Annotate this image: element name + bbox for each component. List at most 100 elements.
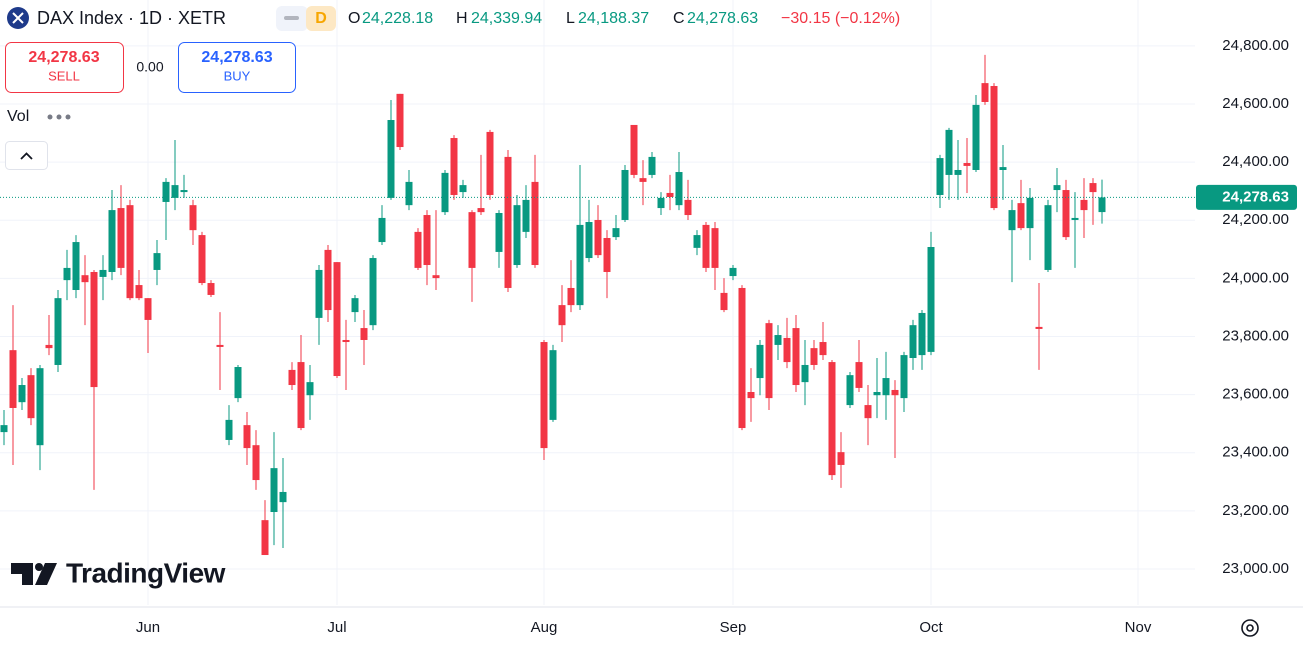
candle-body [909,325,917,359]
candle-body [252,445,260,481]
candle-body [621,169,629,220]
candle-body [954,169,962,175]
candle-body [558,305,566,326]
buy-button[interactable] [178,42,296,93]
change: −30.15 (−0.12%) [781,10,900,27]
y-tick-label: 24,800.00 [1222,37,1289,54]
candle-body [1044,205,1052,270]
badge-dash [284,16,299,20]
candle-body [513,205,521,266]
logo-text: TradingView [66,557,226,588]
x-tick-label: Oct [919,619,943,636]
candle-body [369,258,377,326]
y-tick-label: 23,200.00 [1222,502,1289,519]
collapse-button[interactable] [5,141,48,170]
candle-body [180,190,188,193]
candle-body [441,172,449,213]
candle-body [855,362,863,388]
candle-body [324,249,332,311]
more-dot[interactable] [47,114,53,120]
candle-body [882,378,890,396]
y-tick-label: 24,400.00 [1222,153,1289,170]
candle-body [1017,203,1025,229]
candle-body [873,392,881,396]
x-tick-label: Aug [531,619,558,636]
candle-body [657,197,665,209]
badge-right[interactable] [306,6,336,31]
candle-body [1035,326,1043,329]
candle-body [468,212,476,268]
candle-body [972,104,980,170]
ohlc-key: H [456,10,468,27]
candle-body [504,156,512,288]
candle-body [936,158,944,195]
candle-body [279,491,287,503]
ohlc-value: 24,339.94 [471,10,542,27]
badge-text: D [315,10,327,27]
candle-body [666,192,674,198]
candle-body [261,520,269,556]
candle-body [333,262,341,377]
candle-body [1098,197,1106,213]
candle-body [684,199,692,216]
symbol-title[interactable]: DAX Index · 1D · XETR [37,8,226,28]
candle-body [9,350,17,408]
candle-body [999,167,1007,170]
candle-body [270,468,278,513]
candle-body [981,83,989,102]
candle-body [342,339,350,343]
candle-body [729,267,737,277]
candle-body [216,344,224,347]
candle-body [828,362,836,476]
candle-body [288,369,296,386]
candle-body [783,337,791,363]
candle-body [459,185,467,193]
candle-body [1080,199,1088,211]
candle-body [864,405,872,419]
candle-body [1026,197,1034,229]
candle-body [549,350,557,420]
buy-label: BUY [224,68,251,83]
candle-body [585,222,593,259]
candle-body [693,235,701,248]
sell-price: 24,278.63 [28,49,99,66]
candle-body [414,231,422,268]
more-dot[interactable] [56,114,62,120]
candle-body [846,375,854,406]
candle-body [1071,217,1079,220]
candle-body [189,205,197,231]
settings-icon[interactable] [1241,619,1259,637]
candle-body [63,267,71,281]
ohlc-value: 24,278.63 [687,10,758,27]
candle-body [225,419,233,440]
logo-mark [11,563,33,585]
candle-body [90,271,98,388]
candle-body [153,253,161,270]
y-tick-label: 23,600.00 [1222,386,1289,403]
candle-body [891,389,899,396]
candle-body [927,246,935,352]
candle-body [765,323,773,399]
candle-body [423,215,431,266]
candle-body [126,205,134,299]
candle-body [72,242,80,291]
candle-body [36,368,44,446]
candle-body [144,298,152,320]
volume-label[interactable]: Vol [7,108,29,125]
sell-button[interactable] [5,42,124,93]
candle-body [1062,190,1070,238]
more-dot[interactable] [65,114,71,120]
candle-body [117,208,125,268]
candle-body [900,355,908,399]
ohlc-value: 24,188.37 [578,10,649,27]
ohlc-key: O [348,10,360,27]
candle-body [594,219,602,256]
candle-body [963,163,971,166]
candle-body [576,224,584,306]
candle-body [747,392,755,399]
candle-body [1053,185,1061,191]
candle-body [567,287,575,306]
candle-body [648,156,656,175]
candle-body [801,364,809,383]
